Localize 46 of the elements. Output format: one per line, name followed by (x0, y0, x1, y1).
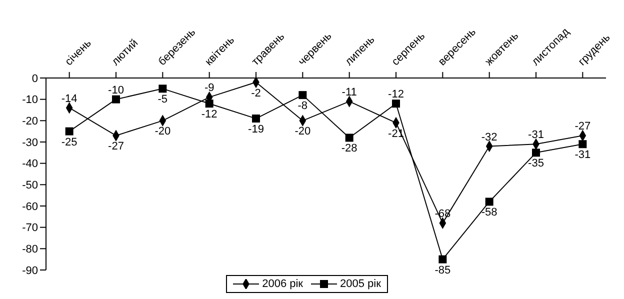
point (252, 114, 260, 123)
data-label: -8 (298, 100, 308, 112)
data-label: -31 (574, 149, 591, 162)
data-label: -25 (61, 136, 78, 148)
y-tick-label: -10 (22, 94, 38, 106)
y-tick-label: -50 (22, 180, 38, 192)
legend-label: 2005 рік (339, 278, 381, 290)
point (158, 84, 167, 93)
data-label: -31 (528, 129, 544, 142)
data-label: -58 (481, 206, 498, 219)
data-label: -85 (434, 264, 451, 276)
legend-label: 2006 рік (261, 278, 303, 290)
data-label: -12 (388, 88, 404, 101)
point (532, 148, 540, 157)
point (392, 100, 400, 108)
y-tick-label: -20 (22, 116, 38, 128)
point (345, 134, 354, 142)
y-tick-label: 0 (32, 72, 38, 85)
y-tick-label: -70 (22, 222, 38, 234)
point (438, 255, 447, 264)
point (578, 140, 587, 148)
point (205, 100, 214, 108)
data-label: -9 (204, 82, 214, 94)
data-label: -27 (108, 140, 124, 153)
data-label: -14 (61, 92, 78, 105)
y-tick-label: -60 (22, 200, 38, 213)
data-label: -32 (481, 131, 498, 144)
data-label: -19 (248, 124, 264, 136)
data-label: -28 (341, 142, 358, 155)
data-label: -27 (574, 120, 591, 133)
data-label: -20 (154, 126, 171, 138)
y-tick-label: -30 (22, 136, 38, 149)
data-label: -20 (294, 126, 311, 138)
point (112, 95, 120, 104)
y-tick-label: -90 (22, 264, 38, 277)
point (485, 198, 494, 206)
data-label: -35 (528, 158, 544, 170)
data-label: -11 (342, 86, 357, 98)
y-tick-label: -80 (22, 244, 38, 256)
data-label: -5 (158, 94, 168, 106)
point (298, 91, 307, 100)
point (65, 127, 74, 136)
y-tick-label: -40 (22, 158, 38, 170)
data-label: -12 (201, 108, 218, 121)
data-label: -2 (251, 87, 261, 100)
data-label: -10 (108, 84, 124, 96)
